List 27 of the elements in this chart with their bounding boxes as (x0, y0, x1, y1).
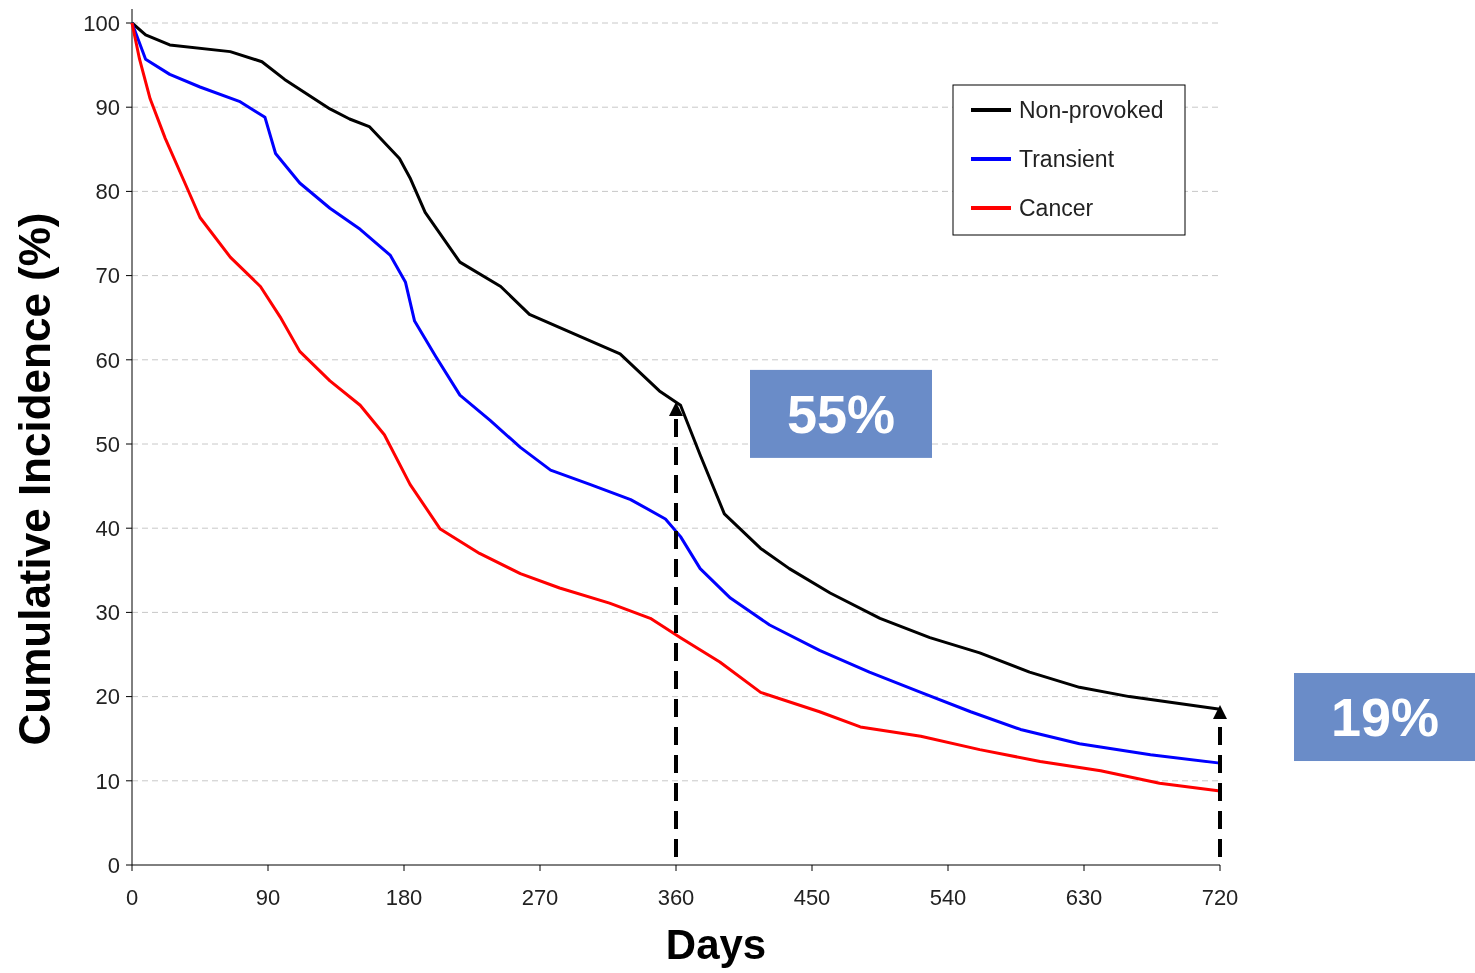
x-tick-label: 180 (385, 885, 423, 910)
legend-label: Cancer (1019, 195, 1094, 222)
y-tick-label: 20 (95, 684, 120, 710)
y-tick-label: 100 (83, 10, 120, 36)
x-tick-label: 720 (1201, 885, 1239, 910)
legend-label: Non-provoked (1019, 97, 1164, 124)
x-tick-label: 450 (793, 885, 831, 910)
annotation: 55% (786, 383, 896, 444)
y-tick-label: 80 (95, 179, 120, 205)
annotation: 19% (1330, 686, 1440, 747)
y-tick-label: 70 (95, 263, 120, 289)
y-axis-title: Cumulative Incidence (%) (10, 212, 59, 746)
x-tick-label: 540 (929, 885, 967, 910)
x-tick-label: 270 (521, 885, 559, 910)
y-tick-label: 30 (95, 600, 120, 626)
y-tick-label: 60 (95, 347, 120, 373)
y-tick-label: 0 (107, 852, 120, 878)
x-tick-label: 90 (255, 885, 281, 910)
x-tick-label: 630 (1065, 885, 1103, 910)
x-axis-title: Days (665, 921, 767, 968)
x-tick-label: 0 (125, 885, 139, 910)
y-tick-label: 10 (95, 768, 120, 794)
y-tick-label: 50 (95, 431, 120, 457)
y-tick-label: 40 (95, 515, 120, 541)
legend-label: Transient (1019, 146, 1115, 173)
x-tick-label: 360 (657, 885, 695, 910)
y-tick-label: 90 (95, 94, 120, 120)
